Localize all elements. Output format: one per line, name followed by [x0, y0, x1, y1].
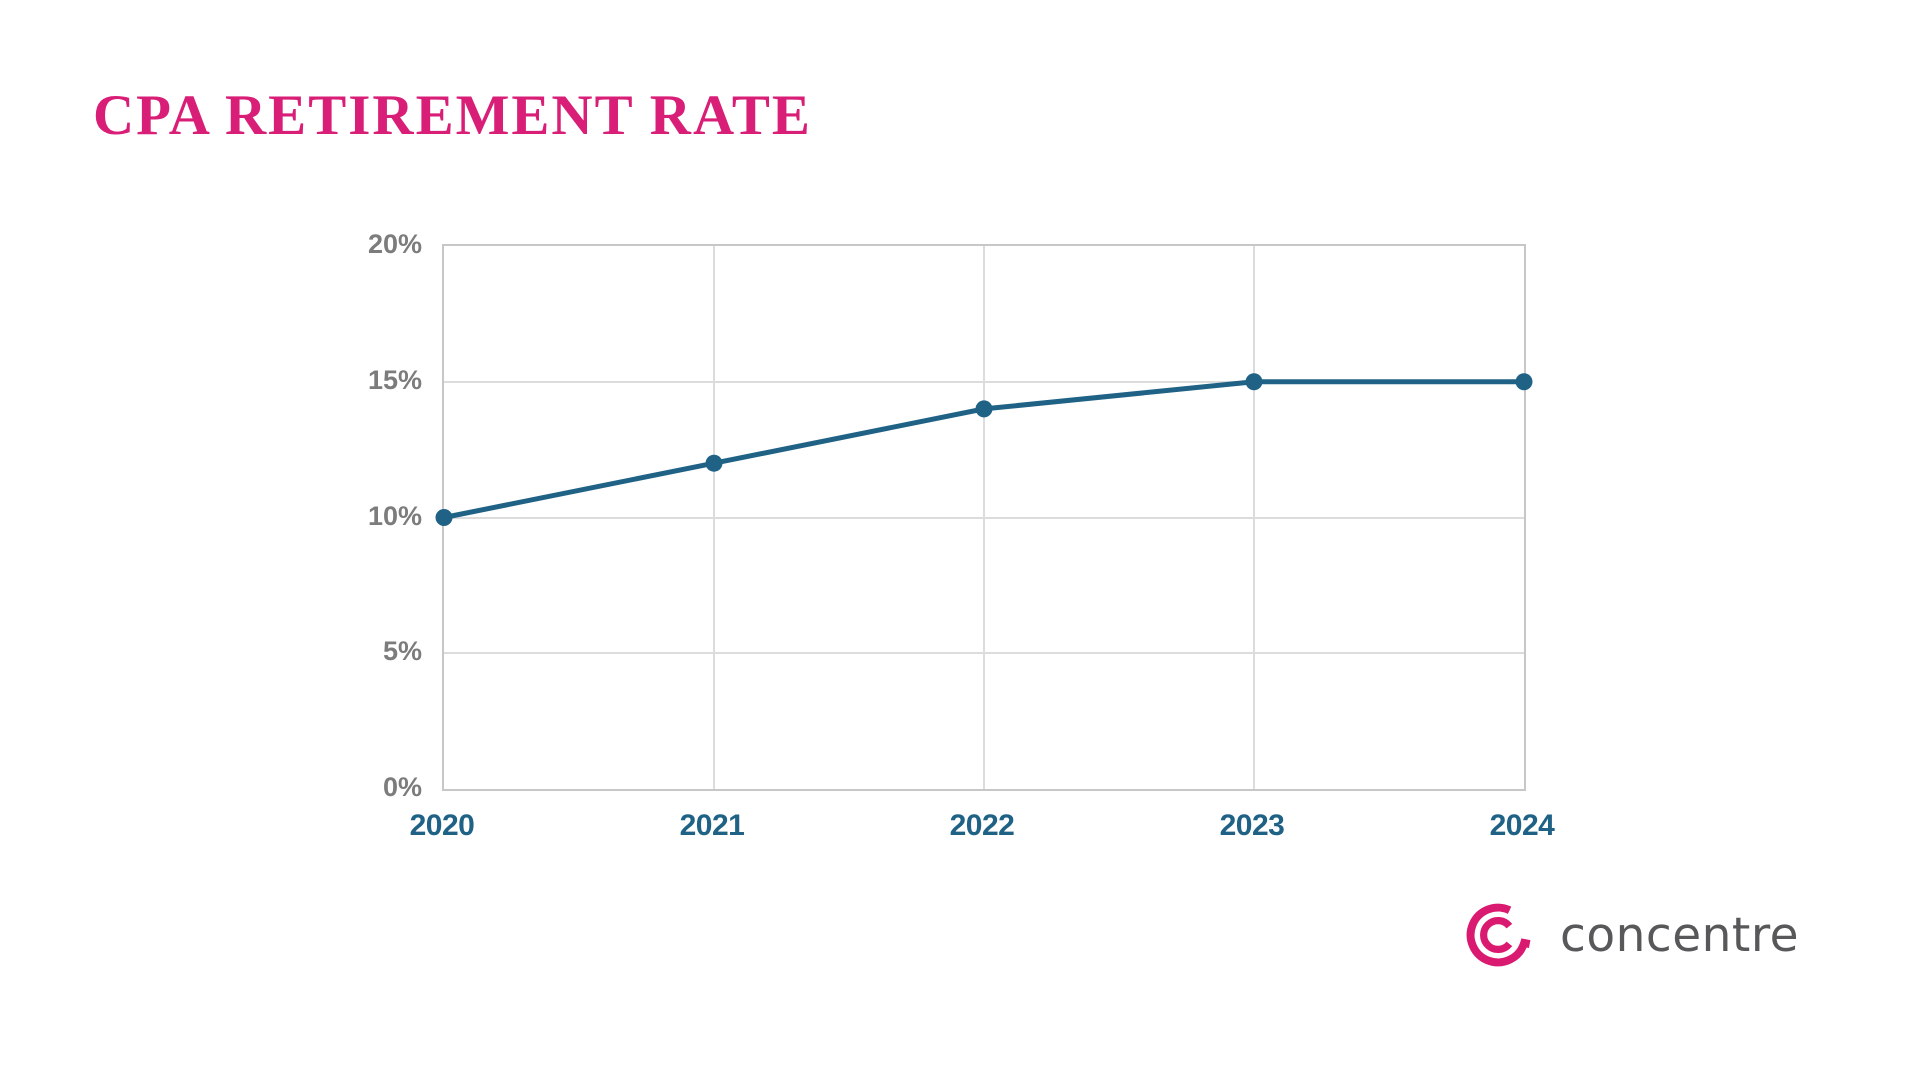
- y-tick-label: 20%: [367, 229, 422, 259]
- data-point-marker: [705, 454, 723, 472]
- gridline-vertical: [713, 246, 715, 789]
- y-tick-label: 5%: [382, 636, 422, 667]
- y-tick-label: 10%: [367, 500, 422, 531]
- chart-title: CPA RETIREMENT RATE: [93, 84, 812, 147]
- x-tick-label: 2021: [679, 809, 745, 842]
- concentre-logo: concentre: [1462, 898, 1799, 972]
- x-tick-label: 2022: [949, 809, 1015, 842]
- data-point-marker: [975, 400, 993, 418]
- line-chart: 0% 5% 10% 15% 20% 2020 2021 2022 2023 2024: [368, 229, 1555, 842]
- x-tick-label: 2024: [1489, 809, 1555, 842]
- concentre-c-icon: [1466, 903, 1531, 967]
- plot-area: [435, 244, 1533, 791]
- gridline-vertical: [1253, 246, 1255, 789]
- data-point-marker: [435, 509, 453, 526]
- outer-c-stroke: [1466, 903, 1531, 967]
- x-tick-label: 2023: [1219, 809, 1285, 842]
- y-tick-label: 15%: [367, 364, 422, 395]
- logo-wordmark: concentre: [1560, 907, 1800, 963]
- data-point-marker: [1245, 373, 1263, 391]
- y-tick-label: 0%: [382, 772, 422, 802]
- gridline-vertical: [983, 246, 985, 789]
- series-line-svg: [435, 373, 1533, 526]
- data-point-marker: [1515, 373, 1533, 391]
- x-tick-label: 2020: [409, 809, 475, 842]
- inner-c-stroke: [1480, 917, 1513, 953]
